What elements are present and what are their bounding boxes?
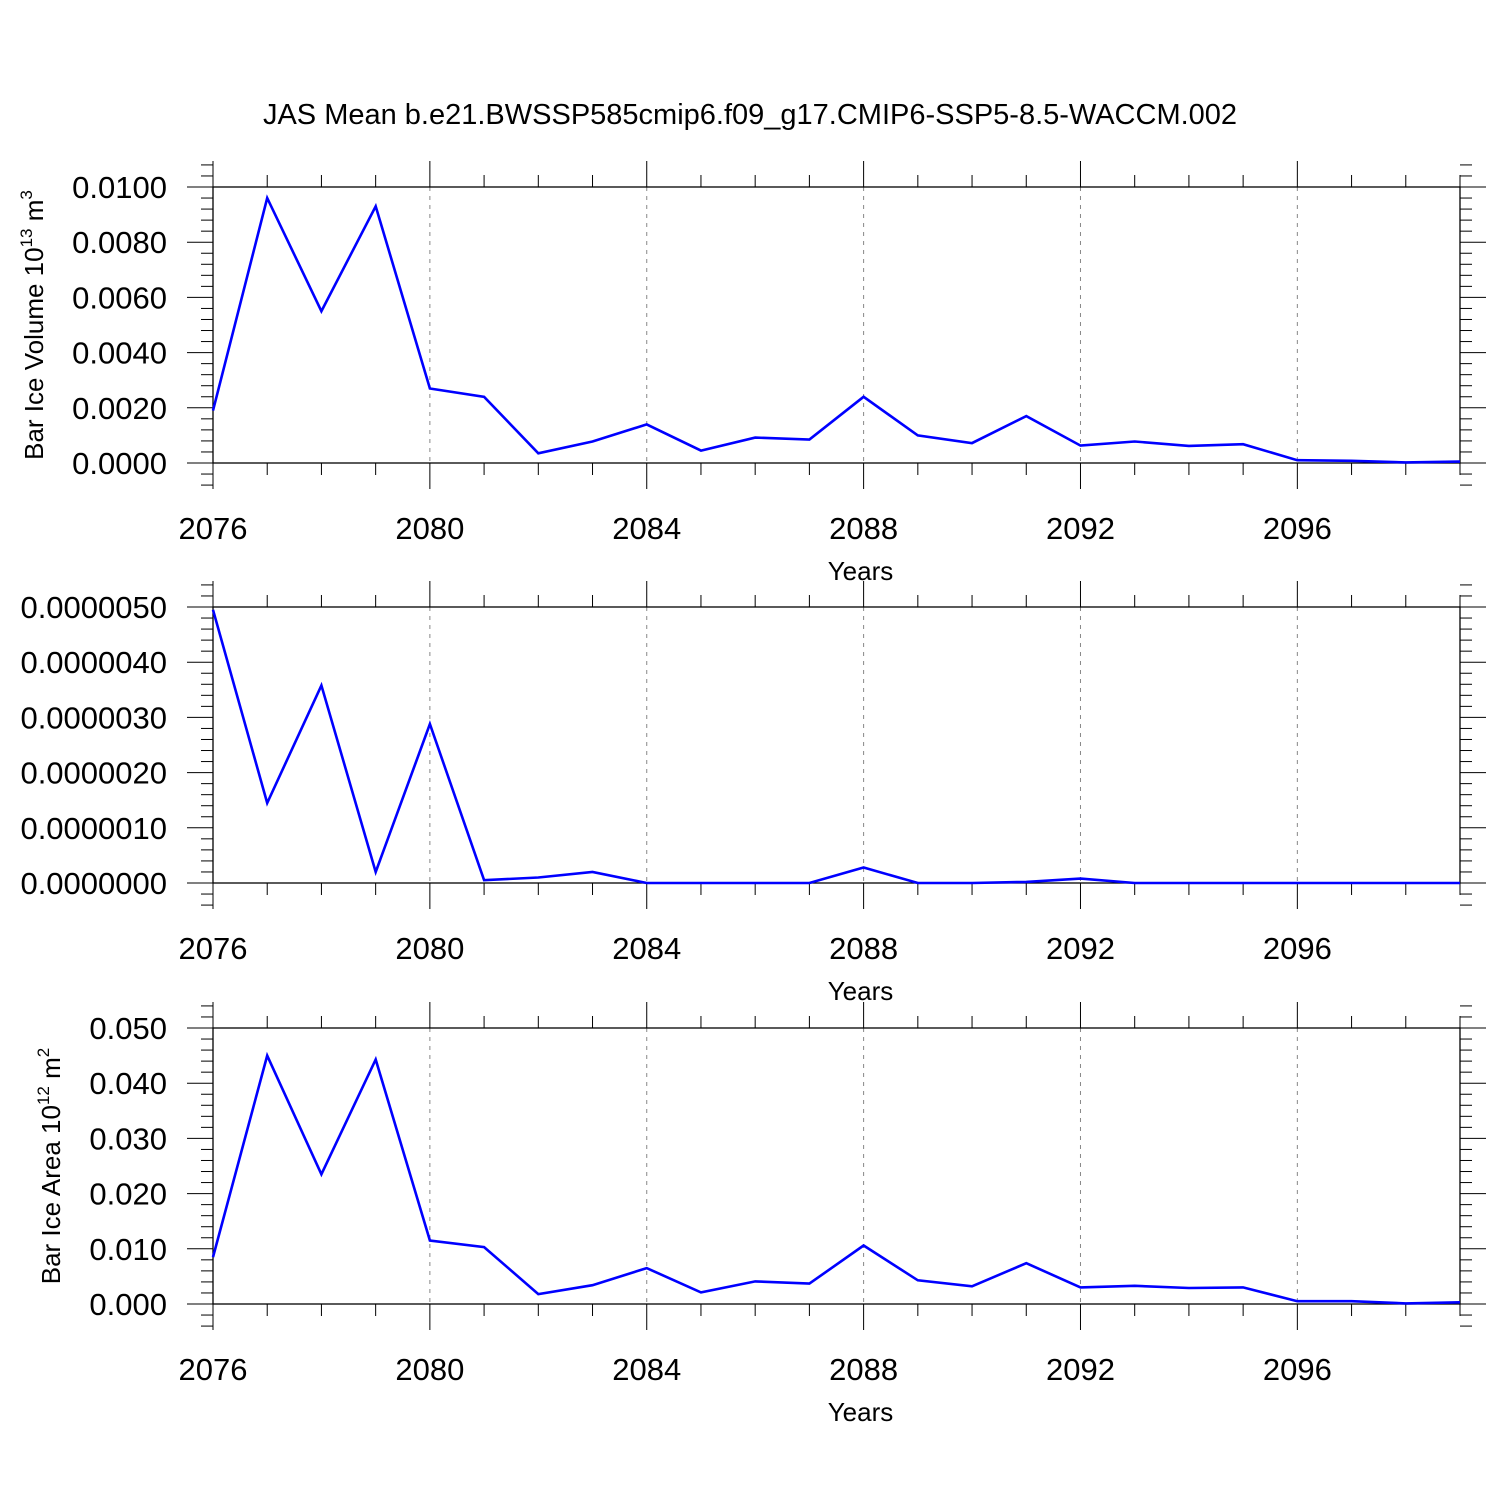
y-tick-label: 0.030 xyxy=(89,1121,167,1156)
y-tick-label: 0.0060 xyxy=(72,280,167,315)
x-tick-label: 2088 xyxy=(829,1352,898,1387)
x-axis-label: Years xyxy=(828,1397,894,1427)
x-tick-label: 2096 xyxy=(1263,931,1332,966)
x-tick-label: 2088 xyxy=(829,931,898,966)
y-tick-label: 0.010 xyxy=(89,1232,167,1267)
series-line xyxy=(211,194,1461,464)
x-tick-label: 2080 xyxy=(395,511,464,546)
plot-frame xyxy=(212,186,1461,464)
x-tick-label: 2084 xyxy=(612,1352,681,1387)
y-tick-label: 0.0000030 xyxy=(20,700,167,735)
y-tick-label: 0.0000020 xyxy=(20,756,167,791)
panel-2: 0.0000000 0.0000010 0.0000020 0.0000030 0.00… xyxy=(20,581,1486,1006)
x-tick-label: 2096 xyxy=(1263,511,1332,546)
series-line xyxy=(211,1051,1461,1305)
y-tick-label: 0.0100 xyxy=(72,170,167,205)
y-tick-label: 0.0040 xyxy=(72,336,167,371)
y-tick-label: 0.000 xyxy=(89,1287,167,1322)
y-tick-label: 0.0000000 xyxy=(20,866,167,901)
x-tick-label: 2092 xyxy=(1046,511,1115,546)
y-tick-label: 0.0000050 xyxy=(20,590,167,625)
x-axis-label: Years xyxy=(828,556,894,586)
x-tick-label: 2076 xyxy=(179,511,248,546)
x-tick-label: 2092 xyxy=(1046,1352,1115,1387)
y-axis-label: Bar Ice Volume 1013 m3 xyxy=(17,190,49,460)
x-tick-label: 2080 xyxy=(395,931,464,966)
panel-3: 0.000 0.010 0.020 0.030 0.040 0.050 2076 2080 20… xyxy=(34,1002,1486,1427)
x-tick-label: 2076 xyxy=(179,931,248,966)
y-tick-label: 0.0000040 xyxy=(20,645,167,680)
panel-1: 0.0000 0.0020 0.0040 0.0060 0.0080 0.0100 2076… xyxy=(17,161,1486,586)
y-tick-label: 0.0000 xyxy=(72,446,167,481)
x-tick-label: 2092 xyxy=(1046,931,1115,966)
x-tick-label: 2080 xyxy=(395,1352,464,1387)
y-tick-label: 0.050 xyxy=(89,1011,167,1046)
y-tick-label: 0.0000010 xyxy=(20,811,167,846)
x-tick-label: 2088 xyxy=(829,511,898,546)
plot-frame xyxy=(212,1027,1461,1305)
y-tick-label: 0.0020 xyxy=(72,391,167,426)
y-tick-label: 0.020 xyxy=(89,1177,167,1212)
x-tick-label: 2084 xyxy=(612,931,681,966)
y-axis-label: Bar Ice Area 1012 m2 xyxy=(34,1048,66,1285)
y-tick-label: 0.040 xyxy=(89,1066,167,1101)
x-tick-label: 2096 xyxy=(1263,1352,1332,1387)
series-line xyxy=(211,609,1460,885)
plot-frame xyxy=(212,606,1461,884)
x-axis-label: Years xyxy=(828,976,894,1006)
chart-title: JAS Mean b.e21.BWSSP585cmip6.f09_g17.CMI… xyxy=(263,99,1237,131)
y-tick-label: 0.0080 xyxy=(72,225,167,260)
x-tick-label: 2076 xyxy=(179,1352,248,1387)
x-tick-label: 2084 xyxy=(612,511,681,546)
